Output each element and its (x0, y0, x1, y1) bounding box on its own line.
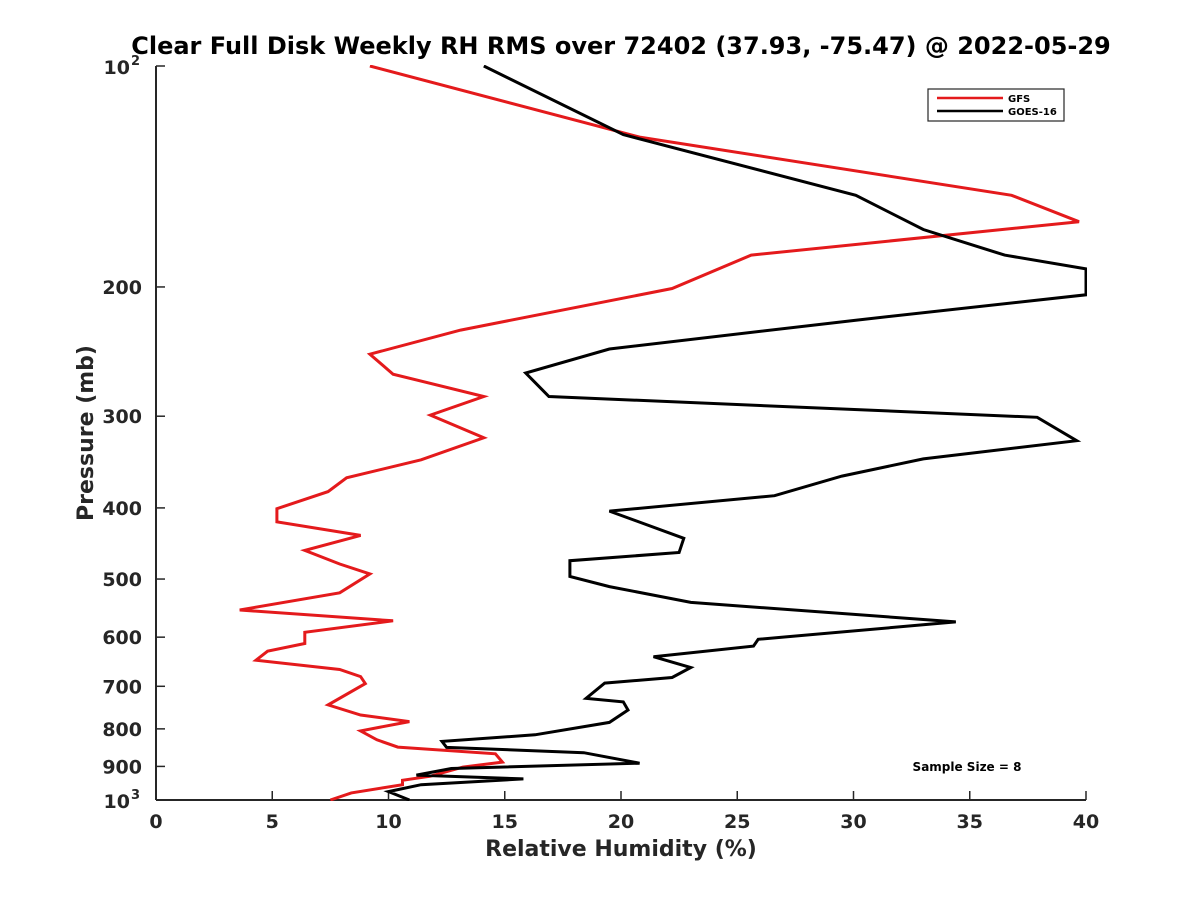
y-tick-exponent: 2 (131, 54, 140, 69)
y-tick-label: 900 (102, 756, 142, 778)
x-tick-label: 20 (608, 811, 634, 833)
y-tick-label: 600 (102, 627, 142, 649)
series-line-goes-16 (383, 65, 1087, 801)
x-tick-label: 10 (375, 811, 401, 833)
x-tick-label: 40 (1073, 811, 1099, 833)
x-tick-label: 0 (149, 811, 162, 833)
x-tick-label: 30 (840, 811, 866, 833)
y-tick-label: 500 (102, 569, 142, 591)
y-tick-label: 800 (102, 719, 142, 741)
y-tick-label: 10 (104, 791, 130, 813)
sample-size-annotation: Sample Size = 8 (913, 760, 1022, 774)
legend: GFS GOES-16 (927, 88, 1065, 122)
x-tick-label: 15 (492, 811, 518, 833)
x-axis-label: Relative Humidity (%) (485, 837, 757, 862)
y-axis-label: Pressure (mb) (74, 345, 99, 521)
y-tick-label: 200 (102, 277, 142, 299)
series-line-gfs (239, 65, 1080, 801)
legend-label-goes-16: GOES-16 (1008, 107, 1057, 118)
y-tick-label: 700 (102, 676, 142, 698)
legend-box (927, 88, 1065, 122)
y-tick-label: 300 (102, 406, 142, 428)
x-tick-label: 5 (266, 811, 279, 833)
y-tick-exponent: 3 (131, 788, 140, 803)
legend-label-gfs: GFS (1008, 94, 1030, 105)
chart-title: Clear Full Disk Weekly RH RMS over 72402… (131, 32, 1111, 60)
x-tick-label: 35 (957, 811, 983, 833)
series-layer (239, 65, 1087, 801)
x-tick-label: 25 (724, 811, 750, 833)
y-tick-label: 400 (102, 498, 142, 520)
y-tick-label: 10 (104, 57, 130, 79)
